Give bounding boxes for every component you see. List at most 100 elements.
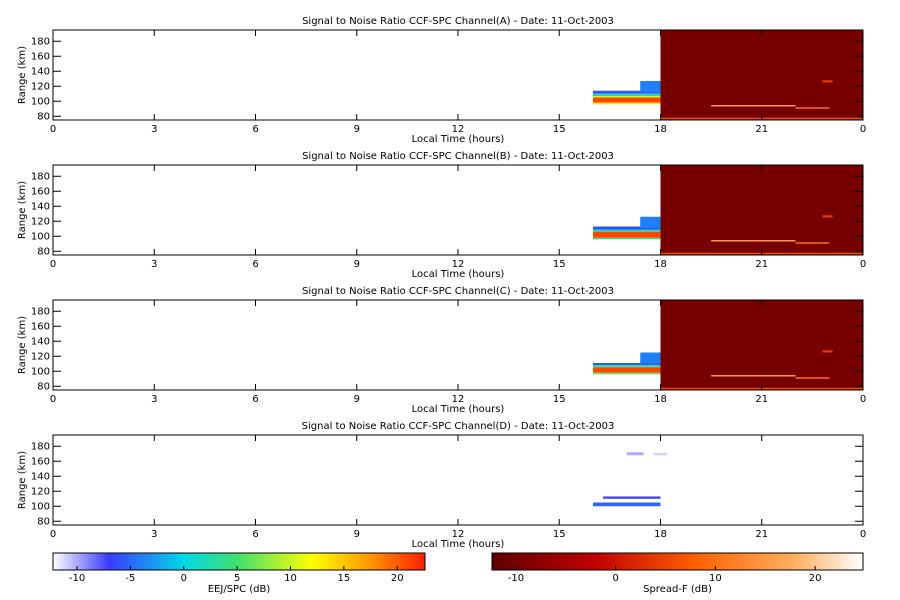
colorbar-tick-label: -10 [508, 573, 524, 584]
x-tick-label: 15 [553, 529, 566, 540]
x-axis-label: Local Time (hours) [412, 269, 505, 280]
panel-title: Signal to Noise Ratio CCF-SPC Channel(B)… [302, 151, 614, 162]
x-tick-label: 0 [50, 394, 56, 405]
y-tick-label: 120 [31, 216, 50, 227]
x-tick-label: 9 [354, 529, 360, 540]
x-tick-label: 15 [553, 124, 566, 135]
x-tick-label: 12 [452, 529, 465, 540]
heatmap-cell [711, 240, 796, 242]
x-axis-label: Local Time (hours) [412, 404, 505, 415]
x-tick-label: 18 [654, 394, 667, 405]
x-tick-label: 15 [553, 394, 566, 405]
y-tick-label: 140 [31, 471, 50, 482]
colorbar [52, 552, 426, 571]
heatmap-cell [795, 377, 830, 379]
x-tick-label: 9 [354, 394, 360, 405]
heatmap-cell [593, 102, 661, 105]
y-tick-label: 180 [31, 441, 50, 452]
colorbar-tick-label: 15 [338, 573, 351, 584]
y-axis-label: Range (km) [17, 46, 28, 104]
x-tick-label: 6 [252, 529, 258, 540]
heatmap-cell [640, 216, 661, 228]
x-tick-label: 18 [654, 124, 667, 135]
colorbar-tick-label: 0 [612, 573, 618, 584]
x-tick-label: 3 [151, 259, 157, 270]
colorbar [491, 552, 864, 571]
x-axis-label: Local Time (hours) [412, 134, 505, 145]
x-tick-label: 0 [860, 394, 866, 405]
x-tick-label: 6 [252, 394, 258, 405]
colorbar-tick-label: 10 [709, 573, 722, 584]
panel-title: Signal to Noise Ratio CCF-SPC Channel(A)… [302, 16, 614, 27]
heatmap-cell [593, 237, 661, 240]
heatmap-cell [593, 502, 661, 507]
y-tick-label: 160 [31, 321, 50, 332]
heatmap-cell [822, 80, 833, 83]
x-tick-label: 21 [755, 259, 768, 270]
heatmap-cell [653, 453, 668, 456]
x-tick-label: 9 [354, 259, 360, 270]
panel-title: Signal to Noise Ratio CCF-SPC Channel(C)… [302, 286, 614, 297]
y-axis-label: Range (km) [17, 181, 28, 239]
panel-title: Signal to Noise Ratio CCF-SPC Channel(D)… [302, 421, 615, 432]
y-tick-label: 140 [31, 66, 50, 77]
heatmap-cell [822, 215, 833, 218]
y-tick-label: 80 [37, 111, 50, 122]
x-tick-label: 0 [860, 124, 866, 135]
heatmap-cell [795, 242, 830, 244]
x-tick-label: 21 [755, 394, 768, 405]
y-tick-label: 160 [31, 186, 50, 197]
x-tick-label: 3 [151, 394, 157, 405]
x-tick-label: 18 [654, 259, 667, 270]
heatmap-cell [593, 229, 661, 232]
heatmap-cell [626, 452, 644, 456]
colorbar-tick-label: -10 [69, 573, 85, 584]
heatmap-cell [593, 226, 661, 230]
plot-frame [52, 434, 864, 526]
heatmap-cell [593, 90, 661, 94]
colorbar-tick-label: -5 [125, 573, 135, 584]
heatmap-cell [593, 372, 661, 375]
colorbar-label: Spread-F (dB) [643, 584, 712, 595]
y-tick-label: 100 [31, 366, 50, 377]
y-tick-label: 180 [31, 36, 50, 47]
y-tick-label: 140 [31, 201, 50, 212]
y-tick-label: 160 [31, 456, 50, 467]
heatmap-cell [593, 367, 661, 373]
heatmap-cell [822, 350, 833, 353]
colorbar-tick-label: 20 [809, 573, 822, 584]
heatmap-cell [711, 375, 796, 377]
x-tick-label: 12 [452, 259, 465, 270]
panel: Signal to Noise Ratio CCF-SPC Channel(A)… [17, 16, 866, 145]
x-tick-label: 3 [151, 529, 157, 540]
colorbar-tick-label: 20 [391, 573, 404, 584]
y-tick-label: 100 [31, 96, 50, 107]
x-tick-label: 12 [452, 124, 465, 135]
heatmap-cell [593, 363, 661, 366]
x-tick-label: 9 [354, 124, 360, 135]
colorbar-tick-label: 10 [284, 573, 297, 584]
heatmap-cell [640, 352, 661, 364]
colorbar-tick-label: 5 [234, 573, 240, 584]
x-tick-label: 3 [151, 124, 157, 135]
heatmap-cell [603, 496, 661, 499]
y-tick-label: 120 [31, 81, 50, 92]
y-tick-label: 120 [31, 486, 50, 497]
heatmap-cell [640, 81, 661, 93]
y-tick-label: 80 [37, 246, 50, 257]
panel: Signal to Noise Ratio CCF-SPC Channel(B)… [17, 151, 866, 280]
x-tick-label: 21 [755, 529, 768, 540]
colorbar-label: EEJ/SPC (dB) [208, 584, 271, 595]
y-tick-label: 160 [31, 51, 50, 62]
y-tick-label: 80 [37, 516, 50, 527]
x-tick-label: 18 [654, 529, 667, 540]
x-tick-label: 0 [50, 124, 56, 135]
x-tick-label: 12 [452, 394, 465, 405]
heatmap-cell [593, 96, 661, 98]
y-tick-label: 100 [31, 501, 50, 512]
panel: Signal to Noise Ratio CCF-SPC Channel(C)… [17, 286, 866, 415]
heatmap-cell [593, 231, 661, 238]
y-tick-label: 80 [37, 381, 50, 392]
x-tick-label: 0 [50, 259, 56, 270]
